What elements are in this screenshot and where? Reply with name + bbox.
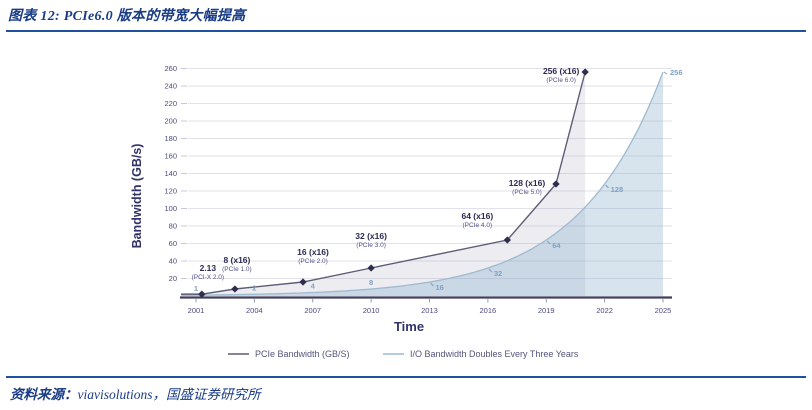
- svg-text:(PCI-X 2.0): (PCI-X 2.0): [192, 274, 225, 281]
- svg-text:64: 64: [552, 241, 561, 250]
- svg-text:2004: 2004: [246, 306, 263, 315]
- svg-text:2001: 2001: [188, 306, 205, 315]
- svg-text:256: 256: [670, 68, 683, 77]
- svg-text:64 (x16): 64 (x16): [461, 211, 493, 221]
- svg-text:80: 80: [169, 222, 177, 231]
- top-divider: [6, 30, 806, 32]
- legend-label-pcie-bandwidth: PCIe Bandwidth (GB/S): [255, 349, 350, 359]
- y-axis-title: Bandwidth (GB/s): [130, 144, 144, 249]
- bottom-divider: [6, 376, 806, 378]
- svg-text:2016: 2016: [480, 306, 497, 315]
- svg-text:(PCIe 4.0): (PCIe 4.0): [463, 222, 493, 229]
- svg-text:2019: 2019: [538, 306, 555, 315]
- svg-text:16 (x16): 16 (x16): [297, 247, 329, 257]
- svg-text:4: 4: [311, 282, 316, 291]
- svg-text:(PCIe 2.0): (PCIe 2.0): [298, 258, 328, 265]
- svg-text:100: 100: [164, 204, 177, 213]
- chart-legend: PCIe Bandwidth (GB/S) I/O Bandwidth Doub…: [228, 349, 579, 359]
- svg-text:200: 200: [164, 117, 177, 126]
- svg-text:8 (x16): 8 (x16): [223, 255, 250, 265]
- svg-text:128 (x16): 128 (x16): [509, 178, 546, 188]
- svg-text:32: 32: [494, 269, 502, 278]
- svg-text:60: 60: [169, 239, 177, 248]
- x-axis-title: Time: [394, 319, 424, 334]
- svg-text:(PCIe 1.0): (PCIe 1.0): [222, 266, 252, 273]
- svg-text:2010: 2010: [363, 306, 380, 315]
- svg-text:(PCIe 3.0): (PCIe 3.0): [356, 242, 386, 249]
- svg-text:32 (x16): 32 (x16): [355, 231, 387, 241]
- svg-text:2: 2: [252, 283, 256, 292]
- svg-text:1: 1: [194, 284, 198, 293]
- svg-text:16: 16: [435, 283, 443, 292]
- svg-text:2022: 2022: [596, 306, 613, 315]
- svg-text:128: 128: [611, 185, 624, 194]
- svg-text:2.13: 2.13: [200, 263, 217, 273]
- svg-text:140: 140: [164, 169, 177, 178]
- svg-text:(PCIe 5.0): (PCIe 5.0): [512, 189, 542, 196]
- source-label: 资料来源：: [10, 387, 78, 402]
- svg-text:2013: 2013: [421, 306, 438, 315]
- svg-text:220: 220: [164, 99, 177, 108]
- source-value: viavisolutions，国盛证券研究所: [77, 387, 261, 402]
- svg-text:260: 260: [164, 64, 177, 73]
- svg-text:120: 120: [164, 187, 177, 196]
- svg-text:2007: 2007: [304, 306, 321, 315]
- svg-text:40: 40: [169, 257, 177, 266]
- svg-text:20: 20: [169, 274, 177, 283]
- source-note: 资料来源：viavisolutions，国盛证券研究所: [10, 383, 261, 403]
- svg-text:160: 160: [164, 152, 177, 161]
- svg-text:8: 8: [369, 278, 373, 287]
- svg-text:(PCIe 6.0): (PCIe 6.0): [546, 77, 576, 84]
- plot-area: 20 40 60 80 100 120 140 160 180 200 220 240 260 2001 2…: [164, 64, 682, 315]
- figure-title: 图表 12: PCIe6.0 版本的带宽大幅提高: [8, 9, 246, 24]
- svg-text:256 (x16): 256 (x16): [543, 66, 580, 76]
- svg-text:180: 180: [164, 134, 177, 143]
- svg-text:2025: 2025: [655, 306, 672, 315]
- legend-label-io-doubling: I/O Bandwidth Doubles Every Three Years: [410, 349, 579, 359]
- svg-text:240: 240: [164, 82, 177, 91]
